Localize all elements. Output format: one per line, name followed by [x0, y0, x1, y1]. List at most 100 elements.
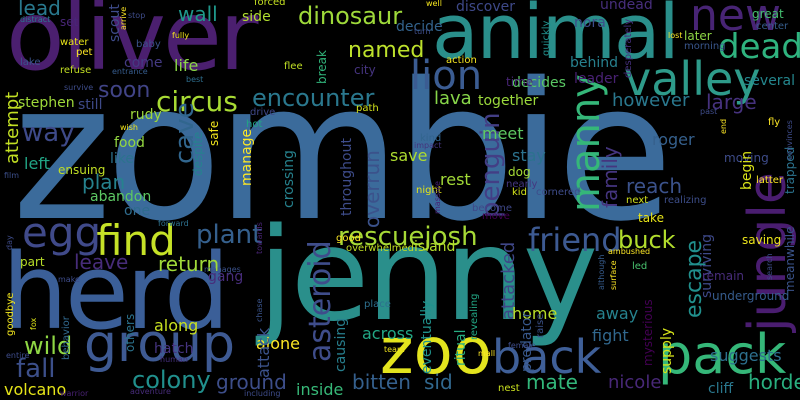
word-best: best	[186, 75, 204, 84]
word-search: search	[765, 253, 774, 280]
word-rest: rest	[440, 170, 471, 189]
word-revealing: revealing	[469, 293, 480, 340]
word-convinces: convinces	[785, 120, 794, 160]
word-dog: dog	[508, 165, 531, 179]
word-baby: baby	[136, 39, 161, 50]
word-part: part	[20, 255, 45, 269]
word-home: home	[512, 304, 558, 323]
word-survive: survive	[64, 83, 94, 92]
word-great: great	[752, 7, 784, 21]
word-stay: stay	[512, 146, 546, 165]
word-way: way	[22, 118, 75, 148]
word-meanwhile: meanwhile	[783, 226, 797, 292]
word-forward: forward	[158, 219, 189, 228]
word-large: large	[706, 90, 757, 114]
word-good: good	[336, 233, 361, 244]
word-meet: meet	[482, 124, 524, 143]
word-lake: lake	[20, 57, 41, 68]
word-nicole: nicole	[608, 372, 662, 393]
word-realizing: realizing	[664, 195, 707, 206]
word-find: find	[96, 216, 176, 265]
word-across: across	[362, 324, 414, 343]
word-night: night	[416, 185, 442, 196]
word-herd: herd	[2, 231, 230, 353]
word-city: city	[354, 63, 376, 77]
word-arrive: arrive	[119, 6, 128, 30]
word-food: food	[114, 135, 145, 151]
word-dinosaur: dinosaur	[298, 2, 403, 30]
word-impact: impact	[414, 141, 442, 150]
word-set: set	[60, 15, 79, 29]
word-begin: begin	[739, 150, 755, 190]
word-encounter: encounter	[252, 84, 375, 112]
word-roger: roger	[652, 130, 695, 149]
word-cliff: cliff	[708, 381, 734, 397]
word-plant: plant	[196, 220, 263, 250]
word-ground: ground	[216, 370, 287, 394]
word-together: together	[478, 93, 539, 109]
word-take: take	[638, 211, 664, 225]
word-behind: behind	[570, 55, 619, 71]
word-fully: fully	[172, 31, 190, 40]
word-wild: wild	[24, 332, 73, 360]
word-remain: remain	[702, 269, 745, 283]
word-next: next	[626, 195, 649, 206]
word-crossing: crossing	[281, 150, 297, 208]
word-eventually: eventually	[419, 300, 435, 374]
word-ritual: ritual	[453, 329, 469, 366]
word-jenny: jenny	[258, 201, 598, 350]
word-path: path	[356, 103, 379, 114]
word-life: life	[174, 56, 199, 75]
word-new: new	[690, 0, 781, 41]
word-inside: inside	[296, 380, 344, 399]
word-water: water	[60, 37, 89, 48]
word-ambushed: ambushed	[608, 247, 651, 256]
word-suggests: suggests	[710, 346, 782, 365]
word-end: end	[719, 118, 728, 134]
word-human: human	[160, 355, 188, 364]
word-film: film	[4, 171, 20, 180]
word-gang: gang	[208, 269, 244, 285]
word-distract: distract	[20, 15, 51, 24]
word-raise: raise	[535, 313, 546, 338]
word-safe: safe	[207, 120, 221, 146]
word-kind: kind	[420, 133, 442, 144]
word-discover: discover	[456, 0, 515, 15]
word-reach: reach	[626, 174, 683, 198]
word-mall: mall	[478, 349, 496, 358]
word-colony: colony	[132, 366, 211, 394]
word-animal: animal	[432, 0, 680, 76]
word-female: female	[508, 341, 536, 350]
word-led: led	[632, 261, 648, 272]
word-buck: buck	[618, 226, 676, 254]
word-lost: lost	[668, 31, 683, 40]
word-stephen: stephen	[18, 95, 75, 111]
word-become: become	[472, 203, 513, 214]
word-still: still	[78, 97, 103, 113]
word-supply: supply	[659, 327, 675, 374]
word-saving: saving	[742, 233, 782, 247]
word-underground: underground	[712, 289, 790, 303]
word-refuse: refuse	[60, 65, 92, 76]
word-quickly: quickly	[541, 20, 552, 56]
word-others: others	[123, 313, 137, 352]
word-like: like	[110, 151, 135, 167]
word-family: family	[598, 146, 622, 208]
word-one: one	[124, 203, 151, 219]
word-stop: stop	[128, 11, 146, 20]
word-fly: fly	[768, 117, 781, 128]
word-named: named	[348, 38, 425, 63]
word-oliver: oliver	[6, 0, 258, 92]
word-abandon: abandon	[90, 189, 152, 205]
word-cornered: cornered	[536, 187, 581, 198]
word-left: left	[24, 154, 50, 173]
word-save: save	[390, 146, 428, 165]
word-adventure: adventure	[130, 387, 171, 396]
word-pack: pack	[658, 323, 787, 386]
word-come: come	[124, 55, 163, 71]
word-morning: morning	[684, 41, 726, 52]
word-place: place	[364, 299, 391, 310]
word-action: action	[446, 55, 477, 66]
word-hot: hot	[246, 119, 263, 130]
word-including: including	[244, 389, 281, 398]
